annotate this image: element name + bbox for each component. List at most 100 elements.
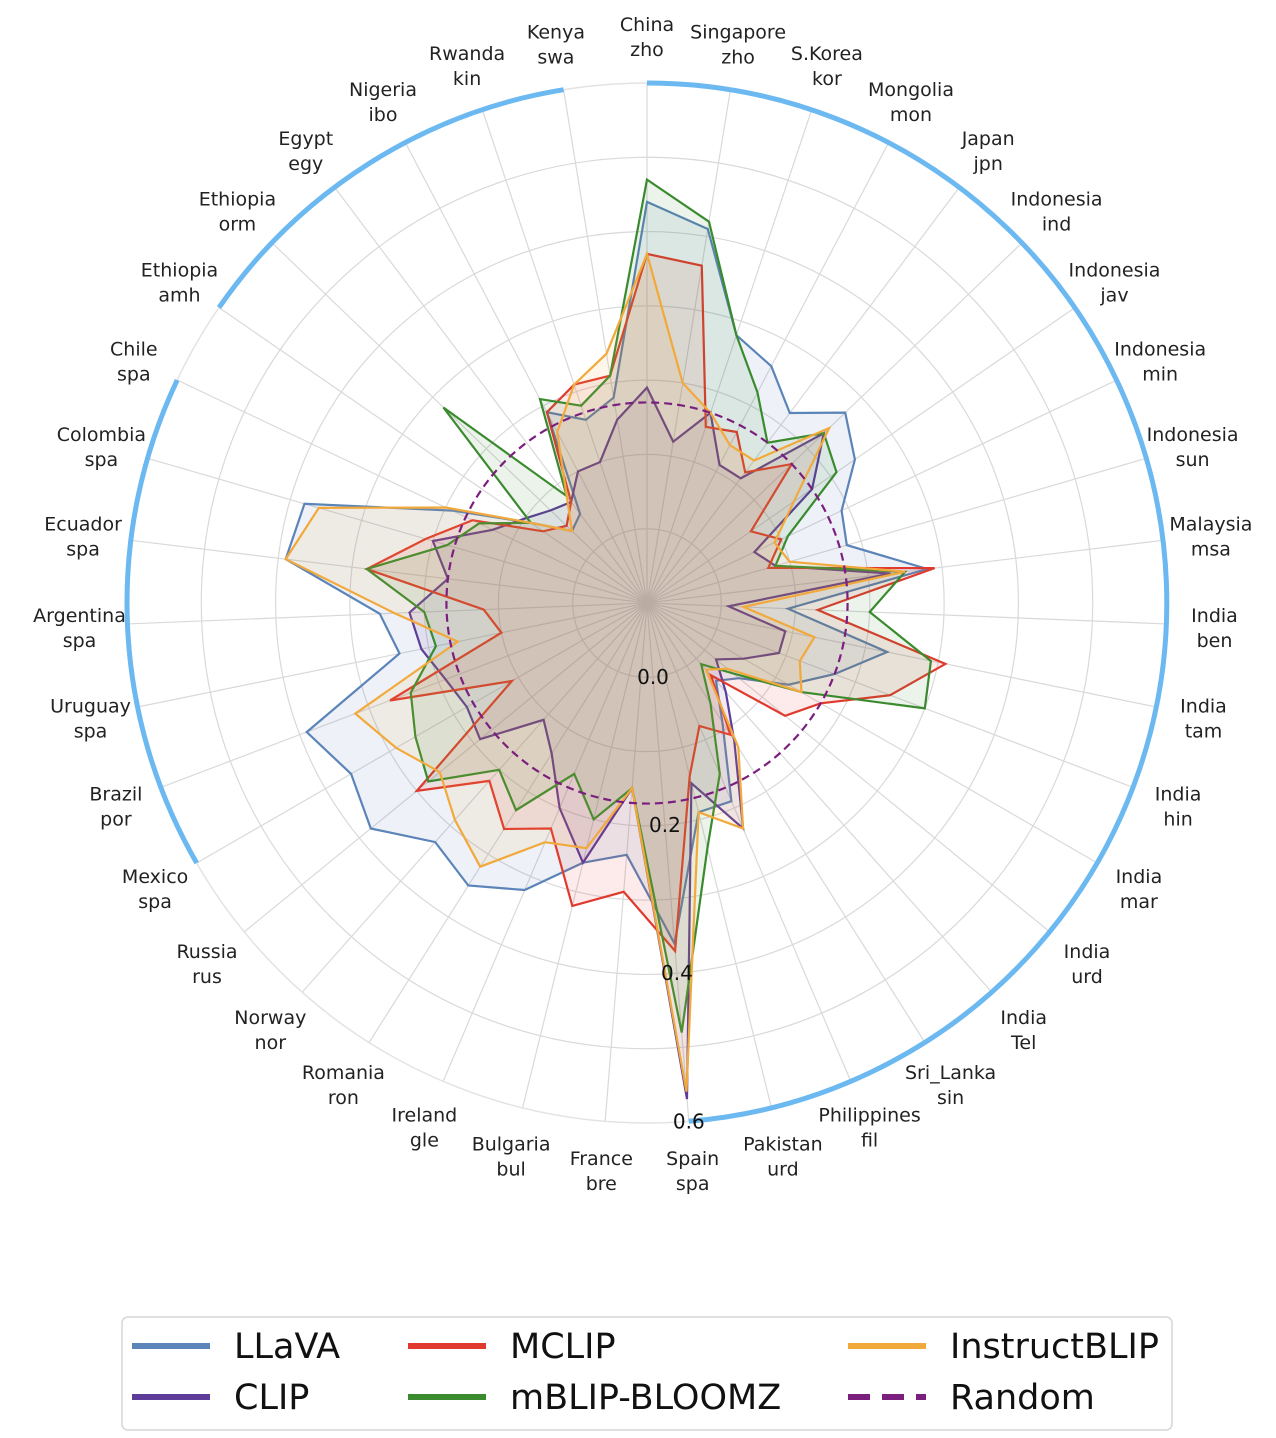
category-label-line2: tam [1185,721,1223,743]
category-label-line2: Tel [1010,1032,1036,1054]
category-label-line2: gle [410,1130,439,1152]
category-label: Russia rus [176,941,237,988]
spoke-30 [130,539,648,604]
series-area-mclip [366,253,946,951]
category-label-line1: Ireland [392,1105,458,1127]
category-label-line2: jav [1099,284,1128,306]
category-label-line2: min [1142,364,1178,386]
category-label-line2: ind [1042,214,1071,236]
category-label: Ireland gle [392,1105,458,1152]
category-label-line1: India [1064,941,1111,963]
category-label-line2: sun [1176,449,1210,471]
category-label: Argentina spa [33,605,126,652]
category-label-line1: Indonesia [1147,424,1239,446]
series-line-random [445,401,849,805]
category-label-line2: por [100,808,132,830]
category-label: Indonesia ind [1011,189,1103,236]
category-label: India ben [1191,605,1238,652]
region-arc-1 [124,379,199,865]
category-label-line1: Spain [666,1148,719,1170]
spoke-19 [646,602,690,1122]
category-label-line1: India [1180,696,1227,718]
category-label-line2: amh [158,284,200,306]
category-label-line1: Malaysia [1169,514,1252,536]
category-label-line2: ron [328,1087,359,1109]
category-label-line2: spa [63,630,97,652]
category-label-line1: India [1116,866,1163,888]
spoke-5 [646,242,1023,604]
category-label-line2: egy [288,153,323,175]
spoke-29 [127,602,648,625]
category-label: France bre [570,1148,633,1195]
category-label-line2: urd [767,1159,799,1181]
category-label-line2: nor [255,1032,287,1054]
category-label-line2: spa [117,364,151,386]
category-label-line1: Egypt [278,128,333,150]
spoke-23 [368,602,648,1043]
spoke-38 [562,89,648,604]
category-label-line1: Mexico [122,866,188,888]
spoke-17 [646,602,852,1082]
spoke-25 [243,602,648,933]
category-label-line2: zho [630,39,664,61]
grid-ring-4 [274,230,1020,976]
category-label-line2: sin [937,1087,964,1109]
spoke-2 [646,109,813,604]
category-label-line2: ben [1197,630,1233,652]
category-label-line2: spa [676,1173,710,1195]
category-label-line1: Brazil [89,783,142,805]
series-line-mblip-bloomz [364,177,933,1033]
spoke-6 [646,307,1076,604]
category-label: Chile spa [110,339,158,386]
category-label-line1: Kenya [527,21,585,43]
region-arc-2 [216,87,565,310]
category-label: China zho [620,14,674,61]
category-label-line2: jpn [973,153,1003,175]
category-label-line1: France [570,1148,633,1170]
region-arc-0 [646,80,1170,1124]
series-area-mblip-bloomz [366,179,931,1033]
category-label-line2: spa [74,721,108,743]
category-label-line2: zho [721,46,755,68]
spoke-35 [334,186,648,604]
legend: LLaVA CLIP MCLIP mBLIP-BLOOMZ InstructBLIP Ra… [121,1316,1173,1431]
spoke-24 [301,602,648,993]
grid-ring-3 [349,305,945,901]
category-label-line2: hin [1163,808,1192,830]
category-label: Indonesia sun [1147,424,1239,471]
legend-label: InstructBLIP [950,1327,1159,1367]
category-label: Kenya swa [527,21,585,68]
spoke-14 [646,602,1051,933]
category-label: Nigeria ibo [349,79,417,126]
category-label: Pakistan urd [743,1134,823,1181]
spoke-8 [646,457,1147,604]
category-label-line1: Rwanda [429,43,505,65]
category-label-line2: spa [85,449,119,471]
legend-item-llava: LLaVA [132,1327,340,1367]
radar-series [284,177,948,1100]
category-label-line1: India [1155,783,1202,805]
category-label: S.Korea kor [791,43,863,90]
category-label-line1: S.Korea [791,43,863,65]
category-label: Egypt egy [278,128,333,175]
category-label-line2: mar [1120,891,1158,913]
grid-ring-0 [572,528,722,678]
spoke-16 [646,602,926,1043]
category-label-line1: Sri_Lanka [905,1062,996,1084]
category-label-line2: bul [496,1159,525,1181]
category-label-line2: msa [1191,539,1231,561]
category-label-line1: China [620,14,674,36]
category-label-line1: Chile [110,339,158,361]
category-label-line1: Bulgaria [472,1134,551,1156]
category-label: Philippines fil [818,1105,920,1152]
legend-label: LLaVA [234,1327,340,1367]
legend-item-mblip-bloomz: mBLIP-BLOOMZ [408,1378,781,1418]
category-label: India urd [1064,941,1111,988]
category-label: Spain spa [666,1148,719,1195]
spoke-36 [404,142,648,604]
category-label-line2: kor [812,68,842,90]
spoke-18 [646,602,773,1109]
category-label-line1: Argentina [33,605,126,627]
category-label: Malaysia msa [1169,514,1252,561]
